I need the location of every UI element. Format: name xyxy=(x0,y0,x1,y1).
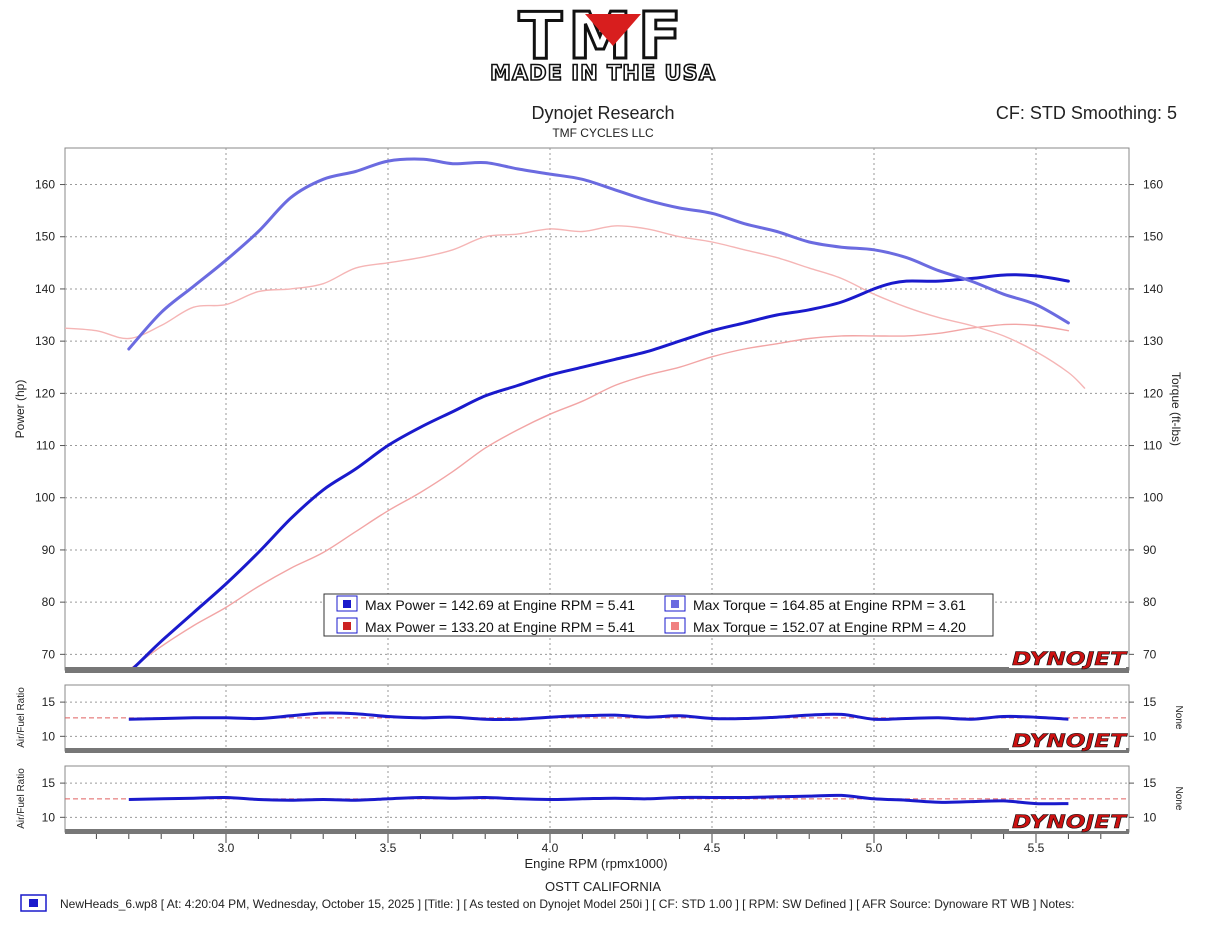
afr-panel-1-bottom-bar xyxy=(65,748,1129,753)
main-plot-frame xyxy=(64,147,1130,671)
chart-subtitle: TMF CYCLES LLC xyxy=(552,126,654,140)
main-bottom-bar xyxy=(65,667,1129,673)
afr-right-axis-label: None xyxy=(1173,706,1184,730)
main-right-tick-label: 130 xyxy=(1143,334,1163,348)
afr-left-tick-label: 15 xyxy=(42,695,56,709)
main-left-tick-label: 140 xyxy=(35,282,55,296)
cf-smoothing-label: CF: STD Smoothing: 5 xyxy=(996,103,1177,123)
main-right-tick-label: 70 xyxy=(1143,647,1157,661)
x-tick-label: 5.5 xyxy=(1028,841,1045,855)
afr-axis-label: Air/Fuel Ratio xyxy=(16,768,27,829)
afr-left-tick-label: 15 xyxy=(42,776,56,790)
afr-right-tick-label: 15 xyxy=(1143,776,1157,790)
afr-series-line xyxy=(128,793,1069,806)
x-tick-label: 4.0 xyxy=(542,841,559,855)
dynojet-logo: DYNOJET xyxy=(1009,811,1129,833)
legend-swatch xyxy=(671,600,679,608)
power-axis-label: Power (hp) xyxy=(13,380,27,439)
afr-left-tick-label: 10 xyxy=(42,729,56,743)
x-tick-label: 5.0 xyxy=(866,841,883,855)
afr-right-tick-label: 10 xyxy=(1143,729,1157,743)
dynojet-logo-bg xyxy=(1009,812,1126,831)
main-left-tick-label: 120 xyxy=(35,386,55,400)
series-run1-power-line xyxy=(131,273,1070,668)
afr-panel-2: 10 10 15 15 Air/Fuel Ratio None xyxy=(16,766,1184,831)
tmf-logo: TMF MADE IN THE USA xyxy=(489,0,716,86)
series-run1-torque-line xyxy=(127,157,1070,351)
main-left-tick-label: 110 xyxy=(36,439,55,453)
dynojet-logo-text: DYNOJET xyxy=(1012,730,1128,752)
x-tick-label: 3.0 xyxy=(218,841,235,855)
main-right-tick-label: 80 xyxy=(1143,595,1157,609)
legend-swatch xyxy=(343,622,351,630)
x-axis-ticks: 3.0 3.5 4.0 4.5 5.0 5.5 xyxy=(95,834,1102,855)
main-right-tick-label: 150 xyxy=(1143,230,1163,244)
main-left-tick-label: 80 xyxy=(42,595,56,609)
dynojet-brand-marks: DYNOJET DYNOJET DYNOJET xyxy=(1009,648,1129,833)
dynojet-logo-bg xyxy=(1009,649,1126,668)
main-left-tick-label: 100 xyxy=(35,491,55,505)
afr-axis-label: Air/Fuel Ratio xyxy=(16,687,27,748)
legend-entry-text: Max Torque = 164.85 at Engine RPM = 3.61 xyxy=(693,597,966,613)
chart-title: Dynojet Research xyxy=(531,103,674,123)
main-right-tick-label: 100 xyxy=(1143,491,1163,505)
afr-right-tick-label: 10 xyxy=(1143,810,1157,824)
main-series-group xyxy=(65,157,1086,668)
main-right-tick-label: 120 xyxy=(1143,386,1163,400)
dynojet-logo-bg xyxy=(1009,731,1126,750)
main-right-tick-label: 110 xyxy=(1143,439,1162,453)
main-right-tick-label: 140 xyxy=(1143,282,1163,296)
afr-panel-1: 10 10 15 15 Air/Fuel Ratio None xyxy=(16,685,1184,750)
logo-main: TMF xyxy=(518,0,687,74)
legend-box xyxy=(323,593,994,637)
afr-left-tick-label: 10 xyxy=(42,810,56,824)
legend-swatch xyxy=(343,600,351,608)
run-swatch xyxy=(29,899,38,907)
dynojet-logo-text: DYNOJET xyxy=(1012,648,1128,670)
main-left-tick-label: 130 xyxy=(35,334,55,348)
main-y-ticks: 70 70 80 80 90 90 100 100 110 110 120 120 130 130 140 1… xyxy=(35,178,1163,662)
x-axis-label: Engine RPM (rpmx1000) xyxy=(524,856,667,871)
torque-axis-label: Torque (ft-lbs) xyxy=(1169,372,1183,446)
legend-entry-text: Max Torque = 152.07 at Engine RPM = 4.20 xyxy=(693,619,966,635)
afr-right-tick-label: 15 xyxy=(1143,695,1157,709)
main-right-tick-label: 160 xyxy=(1143,178,1163,192)
logo-tagline: MADE IN THE USA xyxy=(490,61,716,85)
dynojet-logo-text: DYNOJET xyxy=(1012,811,1128,833)
legend: Max Power = 142.69 at Engine RPM = 5.41 M… xyxy=(323,593,994,637)
series-run2-power-line xyxy=(130,323,1070,668)
x-tick-label: 3.5 xyxy=(380,841,397,855)
main-left-tick-label: 90 xyxy=(42,543,56,557)
dynojet-logo: DYNOJET xyxy=(1009,648,1129,670)
run-info-text: NewHeads_6.wp8 [ At: 4:20:04 PM, Wednesd… xyxy=(60,897,1074,911)
main-left-tick-label: 160 xyxy=(35,178,55,192)
afr-panel-2-bottom-bar xyxy=(65,829,1129,834)
dynojet-logo: DYNOJET xyxy=(1009,730,1129,752)
legend-swatch xyxy=(671,622,679,630)
logo-red-triangle xyxy=(585,14,641,46)
main-left-tick-label: 150 xyxy=(35,230,55,244)
series-run2-torque-line xyxy=(65,225,1086,389)
main-right-tick-label: 90 xyxy=(1143,543,1157,557)
afr-right-axis-label: None xyxy=(1173,787,1184,811)
legend-entry-text: Max Power = 142.69 at Engine RPM = 5.41 xyxy=(365,597,635,613)
legend-entry-text: Max Power = 133.20 at Engine RPM = 5.41 xyxy=(365,619,635,635)
afr-series-line xyxy=(128,711,1069,721)
location-label: OSTT CALIFORNIA xyxy=(545,879,661,894)
main-left-tick-label: 70 xyxy=(42,647,56,661)
x-tick-label: 4.5 xyxy=(704,841,721,855)
